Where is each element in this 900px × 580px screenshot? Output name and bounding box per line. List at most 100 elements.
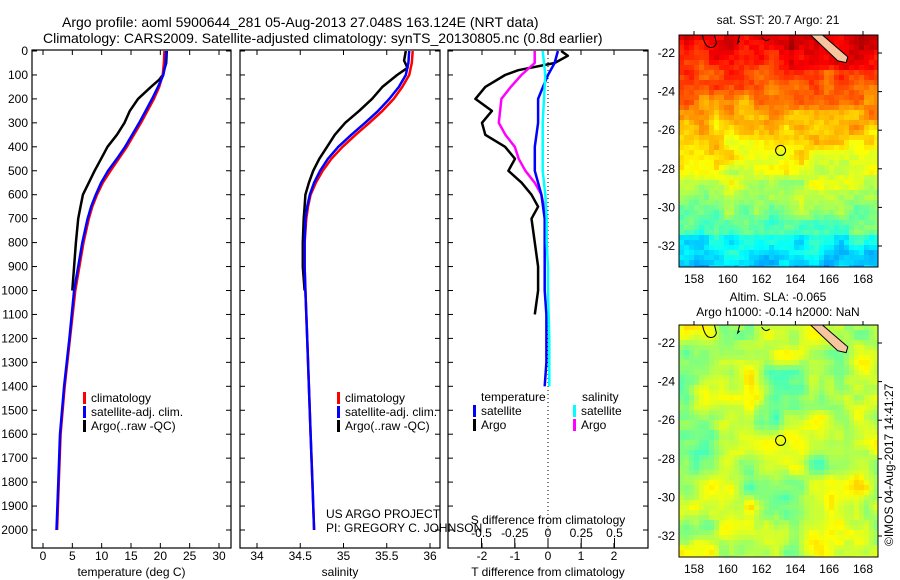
y-tick-label: 500	[8, 164, 28, 178]
x-tick-label: 0	[545, 549, 552, 563]
s-axis-label: S difference from climatology	[471, 513, 626, 527]
x-tick-label: 162	[752, 562, 772, 576]
series-line-satellite-adj-clim-	[55, 50, 168, 531]
sst-map-title: sat. SST: 20.7 Argo: 21	[717, 13, 840, 27]
legend-label: Argo	[581, 418, 607, 432]
difference-profile-plot: -2 -1 0 1 2 -0.5 -0.25 0 0.25 0.5S difference fro…	[447, 49, 649, 579]
series-line-salinity-argo	[497, 51, 547, 219]
y-tick-label: 600	[8, 188, 28, 202]
y-tick-label: 1000	[1, 284, 28, 298]
x-tick-label: 158	[684, 272, 704, 286]
x-tick-label: 30	[212, 549, 226, 563]
legend-swatch	[83, 406, 86, 418]
salinity-plot-frame	[239, 49, 441, 549]
legend-label: satellite-adj. clim.	[91, 405, 183, 419]
x-tick-label: -2	[477, 549, 488, 563]
x-tick-label: 34	[250, 549, 264, 563]
legend-title-temperature: temperature	[481, 390, 546, 404]
imos-stamp: ©IMOS 04-Aug-2017 14:41:27	[882, 383, 896, 546]
y-tick-label: 1300	[1, 355, 28, 369]
y-tick-label: 1600	[1, 427, 28, 441]
x-tick-label: 158	[684, 562, 704, 576]
x-tick-label: 34.5	[289, 549, 313, 563]
x-tick-label: 162	[752, 272, 772, 286]
salinity-profile-plot: 34 34.5 35 35.5 36 salinity climatologysatelli…	[239, 49, 441, 579]
legend-swatch	[337, 392, 340, 404]
x-tick-label: 2	[611, 549, 618, 563]
reef-contour	[701, 34, 717, 48]
legend-label: climatology	[91, 391, 151, 405]
legend-swatch	[337, 406, 340, 418]
legend-title-salinity: salinity	[582, 390, 619, 404]
sla-map-title-line1: Altim. SLA: -0.065	[730, 290, 827, 304]
map-colorfield	[679, 35, 878, 267]
figure-title-line1: Argo profile: aoml 5900644_281 05-Aug-20…	[62, 14, 539, 30]
s-x-tick-label: 0	[545, 526, 552, 540]
x-tick-label: 160	[718, 562, 738, 576]
series-line-temperature-argo	[474, 49, 570, 315]
y-tick-label: -32	[658, 529, 676, 543]
x-tick-label: 35	[337, 549, 351, 563]
y-tick-label: -30	[658, 490, 676, 504]
series-line-salinity-satellite	[541, 50, 551, 387]
y-tick-label: 1800	[1, 475, 28, 489]
x-tick-label: 168	[853, 272, 873, 286]
x-tick-label: 15	[124, 549, 138, 563]
reef-contour	[736, 34, 741, 45]
x-tick-label: 166	[819, 272, 839, 286]
reef-contour	[701, 324, 717, 338]
x-tick-label: 10	[95, 549, 109, 563]
s-x-tick-label: 0.5	[606, 526, 623, 540]
x-axis-label: temperature (deg C)	[77, 565, 185, 579]
y-tick-label: -32	[658, 239, 676, 253]
x-tick-label: 5	[69, 549, 76, 563]
reef-contour	[736, 324, 741, 335]
x-axis-label: T difference from climatology	[471, 565, 625, 579]
legend-label: Argo(..raw -QC)	[91, 419, 176, 433]
x-tick-label: 36	[423, 549, 437, 563]
s-x-tick-label: 0.25	[570, 526, 594, 540]
reef-contour	[761, 36, 770, 42]
y-tick-label: 400	[8, 140, 28, 154]
legend-label: satellite	[481, 404, 522, 418]
sst-map-plot: sat. SST: 20.7 Argo: 21 158 160 162 164 166 16…	[658, 13, 882, 286]
legend-label: Argo(..raw -QC)	[345, 419, 430, 433]
x-tick-label: 35.5	[375, 549, 399, 563]
x-tick-label: -1	[510, 549, 521, 563]
legend-swatch	[337, 420, 340, 432]
y-tick-label: 1400	[1, 379, 28, 393]
y-tick-label: 100	[8, 68, 28, 82]
map-frame	[678, 34, 879, 268]
legend-swatch	[83, 420, 86, 432]
y-tick-label: 1900	[1, 499, 28, 513]
y-tick-label: -26	[658, 413, 676, 427]
legend-label: satellite-adj. clim.	[345, 405, 437, 419]
temperature-profile-plot: 0100200300400500600700800900100011001200…	[1, 44, 232, 579]
y-tick-label: -22	[658, 46, 676, 60]
legend-label: Argo	[481, 418, 507, 432]
y-tick-label: 0	[21, 44, 28, 58]
y-tick-label: 1700	[1, 451, 28, 465]
series-line-argo-raw-qc-	[71, 50, 169, 291]
legend-label: climatology	[345, 391, 405, 405]
legend-swatch	[83, 392, 86, 404]
y-tick-label: 1200	[1, 331, 28, 345]
x-tick-label: 164	[785, 562, 805, 576]
y-tick-label: -24	[658, 375, 676, 389]
y-tick-label: 800	[8, 236, 28, 250]
x-tick-label: 1	[578, 549, 585, 563]
y-tick-label: -28	[658, 452, 676, 466]
y-tick-label: -22	[658, 336, 676, 350]
y-tick-label: -26	[658, 123, 676, 137]
credit-pi: PI: GREGORY C. JOHNSON	[326, 521, 482, 535]
argo-float-marker	[775, 144, 787, 156]
y-tick-label: 700	[8, 212, 28, 226]
reef-contour	[761, 326, 770, 332]
x-tick-label: 25	[183, 549, 197, 563]
legend-swatch	[573, 405, 576, 417]
legend-label: satellite	[581, 404, 622, 418]
series-line-satellite-adj-clim-	[303, 50, 411, 531]
y-tick-label: -28	[658, 162, 676, 176]
y-tick-label: 2000	[1, 523, 28, 537]
